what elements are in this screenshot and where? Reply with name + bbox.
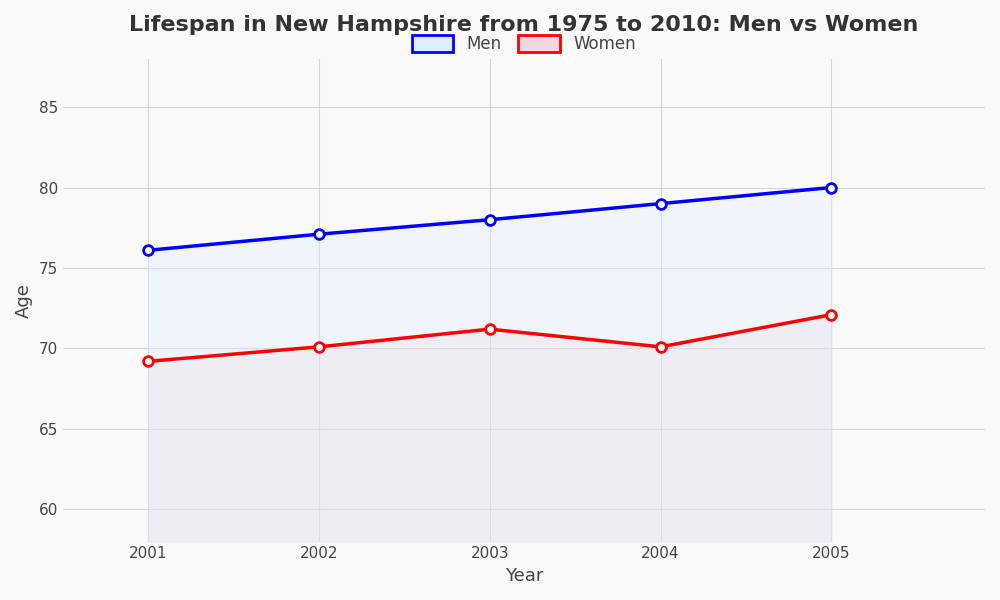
Legend: Men, Women: Men, Women xyxy=(405,28,643,60)
X-axis label: Year: Year xyxy=(505,567,543,585)
Y-axis label: Age: Age xyxy=(15,283,33,317)
Title: Lifespan in New Hampshire from 1975 to 2010: Men vs Women: Lifespan in New Hampshire from 1975 to 2… xyxy=(129,15,919,35)
